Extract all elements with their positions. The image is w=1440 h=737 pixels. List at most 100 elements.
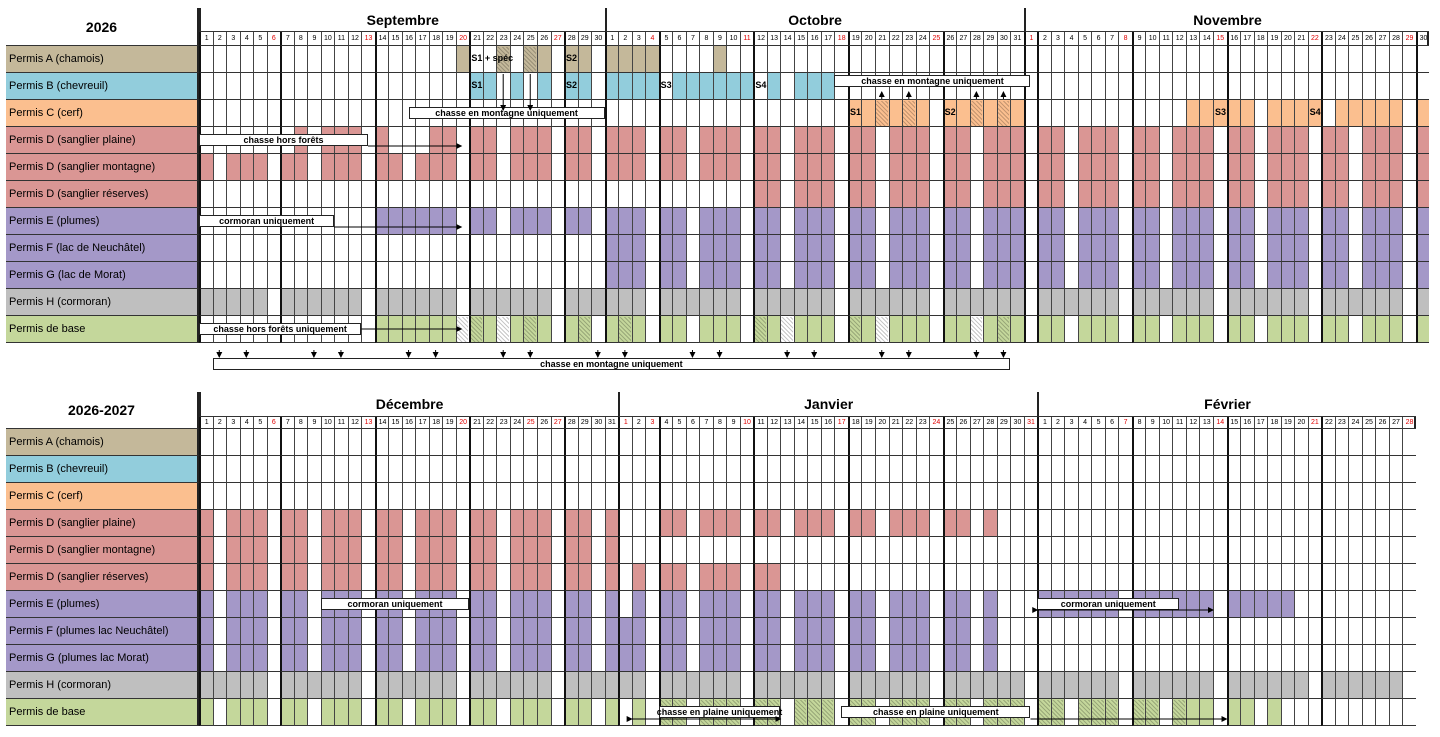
day-cell xyxy=(1348,591,1362,618)
day-cell xyxy=(1077,73,1092,100)
day-cell xyxy=(969,564,984,591)
day-cell xyxy=(685,235,700,262)
day-cell xyxy=(658,645,673,672)
day-cell xyxy=(1294,645,1308,672)
day-cell xyxy=(442,289,456,316)
day-cell xyxy=(1118,289,1132,316)
day-cell xyxy=(1010,510,1024,537)
day-cell xyxy=(320,456,335,483)
day-cell xyxy=(1199,127,1213,154)
day-cell xyxy=(253,154,267,181)
day-cell xyxy=(685,672,700,699)
day-cell xyxy=(253,289,267,316)
day-cell xyxy=(658,289,673,316)
day-cell xyxy=(334,289,348,316)
day-cell xyxy=(280,564,294,591)
day-cell xyxy=(537,154,551,181)
day-cell xyxy=(1388,100,1403,127)
day-number: 27 xyxy=(550,32,565,46)
day-cell xyxy=(1375,618,1389,645)
day-cell xyxy=(1375,645,1389,672)
day-cell xyxy=(1172,618,1186,645)
day-cell xyxy=(631,289,646,316)
day-cell xyxy=(537,483,551,510)
day-cell xyxy=(915,510,930,537)
day-cell xyxy=(1010,564,1024,591)
day-cell xyxy=(1077,510,1092,537)
day-number: 30 xyxy=(1010,417,1024,429)
day-cell xyxy=(550,618,565,645)
day-cell xyxy=(1023,154,1038,181)
day-cell xyxy=(537,235,551,262)
day-cell xyxy=(293,591,308,618)
day-number: 22 xyxy=(1307,32,1322,46)
day-cell xyxy=(266,262,281,289)
day-cell xyxy=(631,235,646,262)
day-cell xyxy=(712,235,727,262)
day-cell xyxy=(564,208,578,235)
day-cell xyxy=(604,618,619,645)
day-cell xyxy=(834,181,848,208)
day-cell xyxy=(631,208,646,235)
day-cell xyxy=(1402,699,1416,726)
permit-row-label: Permis F (plumes lac Neuchâtel) xyxy=(6,618,199,645)
day-number: 15 xyxy=(807,417,821,429)
day-cell xyxy=(1240,645,1254,672)
day-number: 28 xyxy=(969,32,984,46)
day-cell xyxy=(280,618,294,645)
day-cell xyxy=(645,429,659,456)
day-cell xyxy=(1294,289,1308,316)
day-cell xyxy=(212,154,227,181)
day-cell xyxy=(766,510,781,537)
day-number: 18 xyxy=(428,32,443,46)
day-cell xyxy=(1037,510,1051,537)
day-cell xyxy=(1361,235,1376,262)
day-cell xyxy=(523,699,537,726)
day-cell xyxy=(618,208,632,235)
day-cell xyxy=(1077,429,1092,456)
day-cell xyxy=(401,618,416,645)
day-cell xyxy=(320,100,335,127)
day-number: 19 xyxy=(1267,32,1281,46)
day-cell xyxy=(482,73,497,100)
day-cell xyxy=(942,262,957,289)
day-cell xyxy=(347,181,362,208)
day-cell xyxy=(875,235,889,262)
day-number: 15 xyxy=(793,32,808,46)
day-cell xyxy=(496,645,510,672)
day-cell xyxy=(1388,154,1403,181)
day-cell xyxy=(266,154,281,181)
day-cell xyxy=(1253,73,1268,100)
day-cell xyxy=(1118,510,1132,537)
day-cell xyxy=(618,73,632,100)
day-cell xyxy=(307,73,321,100)
day-cell xyxy=(942,154,957,181)
day-cell xyxy=(1131,564,1146,591)
day-cell xyxy=(442,235,456,262)
day-cell xyxy=(1307,591,1322,618)
day-cell xyxy=(658,235,673,262)
day-cell xyxy=(847,100,862,127)
day-cell xyxy=(577,73,592,100)
day-cell xyxy=(347,537,362,564)
day-cell xyxy=(469,429,483,456)
day-cell xyxy=(929,154,943,181)
day-cell xyxy=(780,483,794,510)
day-cell xyxy=(631,316,646,343)
day-cell xyxy=(1064,564,1078,591)
day-cell xyxy=(699,316,713,343)
day-cell xyxy=(942,289,957,316)
day-cell xyxy=(983,262,997,289)
day-cell xyxy=(1388,46,1403,73)
day-cell xyxy=(1213,46,1227,73)
day-number: 11 xyxy=(1158,32,1173,46)
day-cell xyxy=(1402,316,1416,343)
day-cell xyxy=(212,289,227,316)
day-cell xyxy=(996,645,1011,672)
day-cell xyxy=(888,208,903,235)
day-cell xyxy=(1091,235,1105,262)
day-cell xyxy=(1267,537,1281,564)
day-cell xyxy=(1145,483,1159,510)
day-number: 8 xyxy=(293,417,308,429)
day-cell xyxy=(1158,289,1173,316)
